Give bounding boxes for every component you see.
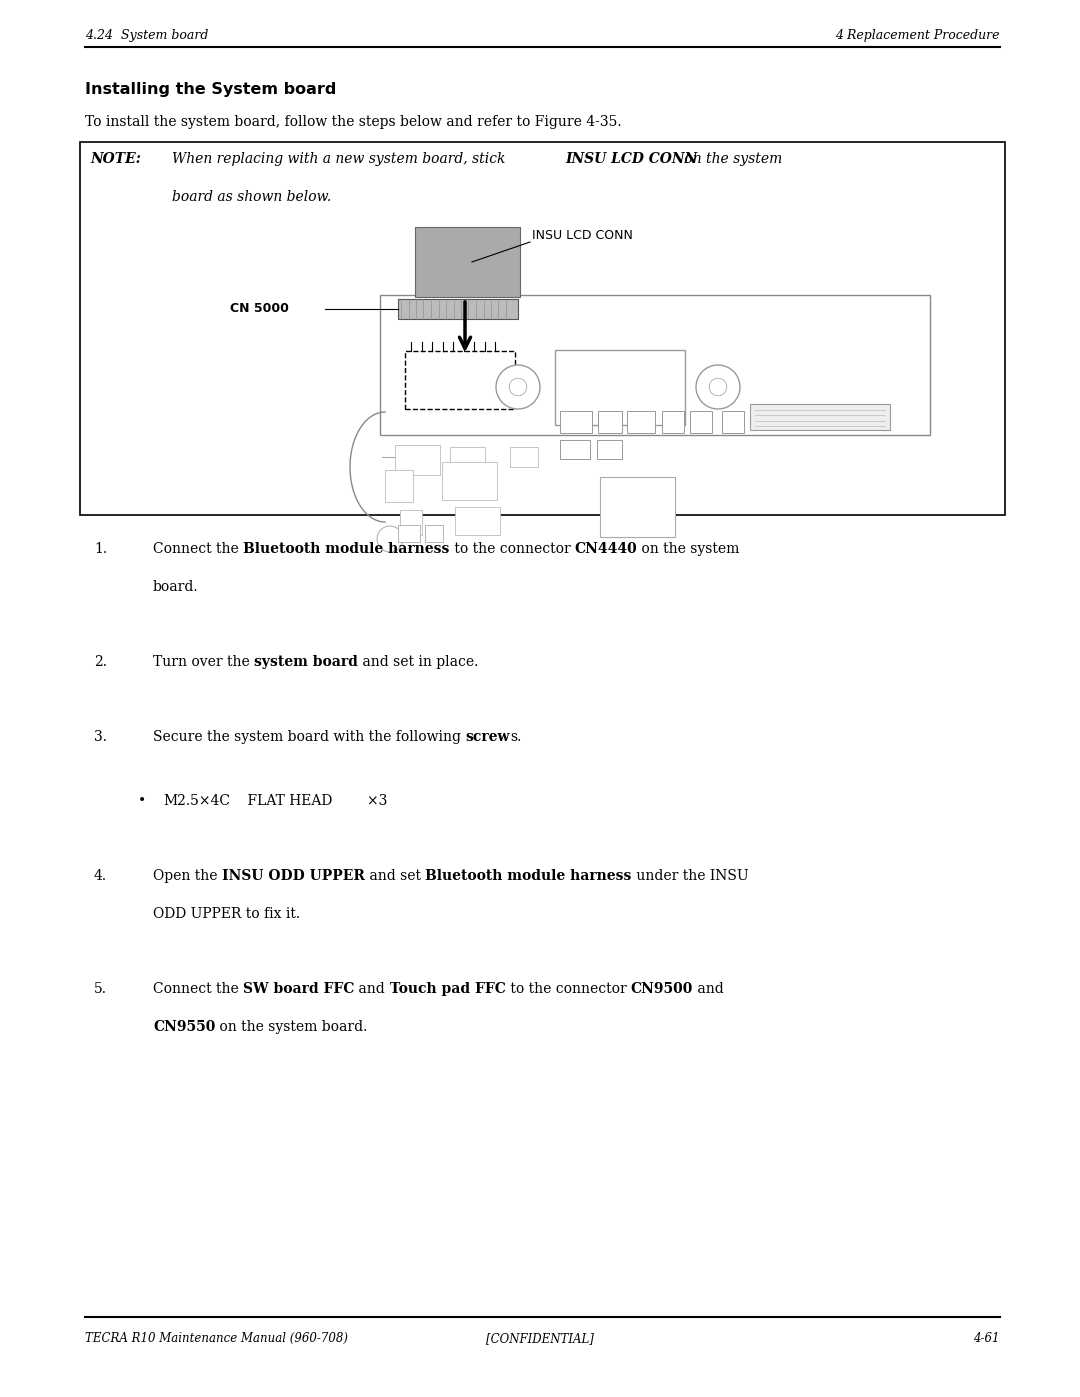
Bar [450, 447, 485, 472]
Text: on the system board.: on the system board. [215, 1020, 368, 1034]
Text: CN9550: CN9550 [153, 1020, 215, 1034]
Text: INSU LCD CONN: INSU LCD CONN [532, 229, 633, 242]
Bar [555, 351, 685, 425]
Bar [662, 411, 684, 433]
Bar [455, 507, 500, 535]
Text: and set in place.: and set in place. [357, 655, 478, 669]
Text: SW board FFC: SW board FFC [243, 982, 354, 996]
Text: M2.5×4C: M2.5×4C [163, 793, 230, 807]
Text: Connect the: Connect the [153, 542, 243, 556]
Text: system board: system board [254, 655, 357, 669]
Bar [405, 351, 515, 409]
Text: When replacing with a new system board, stick: When replacing with a new system board, … [172, 152, 510, 166]
Text: to the connector: to the connector [449, 542, 575, 556]
Text: INSU ODD UPPER: INSU ODD UPPER [221, 869, 365, 883]
Circle shape [710, 379, 727, 395]
Bar [399, 299, 518, 319]
Bar [80, 142, 1005, 515]
Bar [750, 404, 890, 430]
Text: CN4440: CN4440 [575, 542, 637, 556]
Bar [380, 295, 930, 434]
Text: To install the system board, follow the steps below and refer to Figure 4-35.: To install the system board, follow the … [85, 115, 622, 129]
Text: TECRA R10 Maintenance Manual (960-708): TECRA R10 Maintenance Manual (960-708) [85, 1331, 348, 1345]
Text: and: and [354, 982, 390, 996]
Bar [415, 226, 519, 298]
Text: Bluetooth module harness: Bluetooth module harness [426, 869, 632, 883]
Text: screw: screw [465, 731, 510, 745]
Bar [400, 510, 422, 535]
Bar [395, 446, 440, 475]
Circle shape [496, 365, 540, 409]
Bar [561, 411, 592, 433]
Text: 3.: 3. [94, 731, 107, 745]
Text: s.: s. [510, 731, 522, 745]
Text: on the system: on the system [680, 152, 782, 166]
Text: 1.: 1. [94, 542, 107, 556]
Bar [426, 525, 443, 542]
Bar [598, 411, 622, 433]
Text: CN9500: CN9500 [631, 982, 693, 996]
Text: Bluetooth module harness: Bluetooth module harness [243, 542, 449, 556]
Text: INSU LCD CONN: INSU LCD CONN [565, 152, 697, 166]
Text: Touch pad FFC: Touch pad FFC [390, 982, 505, 996]
Bar [399, 525, 420, 542]
Text: Turn over the: Turn over the [153, 655, 254, 669]
Text: Connect the: Connect the [153, 982, 243, 996]
Text: Installing the System board: Installing the System board [85, 82, 336, 96]
Text: board.: board. [153, 580, 199, 594]
Text: 4-61: 4-61 [973, 1331, 1000, 1345]
Circle shape [696, 365, 740, 409]
Circle shape [509, 379, 527, 395]
Text: NOTE:: NOTE: [90, 152, 140, 166]
Text: Secure the system board with the following: Secure the system board with the followi… [153, 731, 465, 745]
Circle shape [377, 527, 403, 552]
Text: 5.: 5. [94, 982, 107, 996]
Bar [600, 476, 675, 536]
Text: •: • [138, 793, 146, 807]
Text: to the connector: to the connector [505, 982, 631, 996]
Text: FLAT HEAD: FLAT HEAD [230, 793, 333, 807]
Bar [597, 440, 622, 460]
Bar [442, 462, 497, 500]
Text: ×3: ×3 [333, 793, 388, 807]
Bar [561, 440, 590, 460]
Bar [384, 469, 413, 502]
Text: 2.: 2. [94, 655, 107, 669]
Text: [CONFIDENTIAL]: [CONFIDENTIAL] [486, 1331, 594, 1345]
Bar [690, 411, 712, 433]
Bar [510, 447, 538, 467]
Text: board as shown below.: board as shown below. [172, 190, 332, 204]
Text: 4.24  System board: 4.24 System board [85, 29, 208, 42]
Text: on the system: on the system [637, 542, 740, 556]
Text: under the INSU: under the INSU [632, 869, 748, 883]
Bar [723, 411, 744, 433]
Bar [627, 411, 654, 433]
Text: Open the: Open the [153, 869, 221, 883]
Text: 4 Replacement Procedure: 4 Replacement Procedure [836, 29, 1000, 42]
Text: 4.: 4. [94, 869, 107, 883]
Text: CN 5000: CN 5000 [230, 303, 288, 316]
Text: and: and [693, 982, 724, 996]
Text: and set: and set [365, 869, 426, 883]
Text: ODD UPPER to fix it.: ODD UPPER to fix it. [153, 907, 300, 921]
